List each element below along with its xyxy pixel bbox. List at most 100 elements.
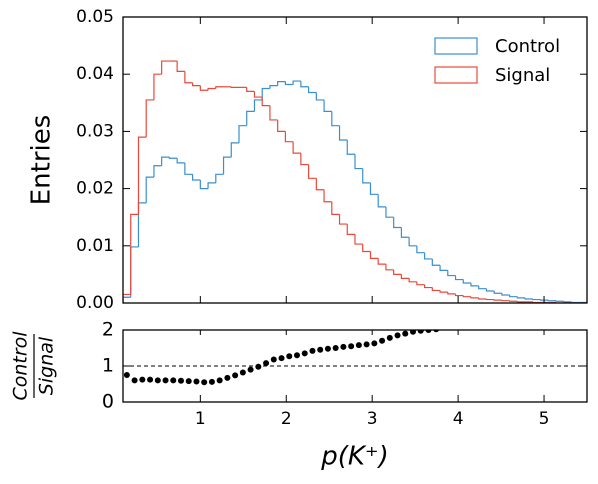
y-axis-label: Entries: [27, 115, 57, 206]
histogram-step: [192, 174, 201, 181]
histogram-step: [555, 300, 564, 302]
histogram-step: [130, 213, 139, 295]
histogram-step: [246, 110, 255, 126]
histogram-step: [207, 182, 216, 189]
histogram-step: [137, 202, 147, 247]
histogram-step: [424, 284, 433, 289]
x-tick-label: 4: [453, 409, 464, 429]
histogram-step: [454, 293, 464, 297]
ratio-point: [185, 378, 192, 385]
histogram-step: [385, 206, 394, 218]
ratio-point: [425, 330, 432, 333]
ratio-point: [247, 366, 254, 373]
x-tick-label: 1: [195, 409, 206, 429]
histogram-step: [400, 227, 410, 238]
histogram-step: [184, 71, 193, 84]
histogram-step: [338, 125, 348, 141]
plot-area: [123, 330, 587, 386]
ratio-point: [139, 376, 146, 383]
y-tick-label: 0: [102, 391, 114, 413]
y-tick-label: 0.01: [76, 236, 114, 256]
histogram-step: [563, 301, 572, 303]
histogram-step: [261, 87, 270, 100]
plot-area: [123, 60, 587, 303]
ratio-point: [379, 337, 386, 344]
histogram-step: [570, 301, 580, 303]
histogram-step: [215, 173, 224, 183]
histogram-step: [199, 85, 209, 91]
axes-frame: [122, 16, 588, 304]
ratio-point: [162, 377, 169, 384]
ratio-point: [178, 377, 184, 384]
histogram-step: [192, 82, 201, 87]
x-tick-label: 3: [367, 409, 378, 429]
histogram-step: [123, 296, 131, 303]
ratio-denominator: Signal: [36, 336, 58, 395]
ratio-point: [278, 355, 285, 362]
histogram-step: [509, 294, 518, 298]
ratio-point: [309, 347, 316, 354]
ratio-point: [170, 377, 177, 384]
histogram-step: [308, 86, 317, 94]
histogram-step: [123, 293, 131, 303]
histogram-step: [478, 285, 487, 290]
histogram-step: [524, 297, 533, 300]
axes-frame: [122, 329, 588, 403]
ratio-point: [417, 330, 424, 334]
histogram-step: [292, 80, 301, 85]
histogram-step: [447, 270, 456, 277]
ratio-point: [270, 356, 277, 363]
histogram-step: [431, 258, 441, 266]
histogram-step: [447, 292, 456, 295]
histogram-step: [130, 246, 139, 298]
ratio-point: [294, 352, 300, 359]
histogram-step: [269, 105, 278, 121]
histogram-step: [153, 73, 162, 100]
histogram-step: [354, 234, 363, 245]
legend-swatch: [434, 66, 478, 84]
histogram-step: [416, 281, 425, 286]
y-tick-label: 0.02: [76, 179, 114, 199]
histogram-step: [462, 279, 471, 284]
histogram-step: [230, 86, 239, 88]
ratio-point: [216, 377, 223, 384]
ratio-point: [355, 342, 362, 349]
histogram-step: [253, 99, 263, 112]
histogram-step: [253, 91, 263, 98]
histogram-step: [277, 81, 286, 86]
ratio-point: [208, 378, 215, 385]
ratio-point: [324, 345, 331, 352]
histogram-step: [238, 125, 247, 143]
ratio-point: [263, 360, 270, 367]
histogram-step: [308, 164, 317, 179]
histogram-step: [176, 158, 185, 164]
histogram-step: [277, 119, 286, 132]
histogram-step: [184, 162, 193, 175]
ratio-point: [193, 378, 200, 385]
legend-label: Control: [495, 36, 560, 57]
histogram-step: [439, 290, 448, 293]
ratio-numerator: Control: [10, 331, 32, 401]
histogram-step: [501, 300, 510, 302]
histogram-step: [315, 178, 325, 191]
histogram-step: [516, 296, 526, 299]
histogram-step: [393, 217, 402, 229]
ratio-point: [348, 343, 355, 350]
ratio-point: [394, 332, 401, 339]
histogram-step: [485, 298, 495, 301]
histogram-step: [416, 245, 425, 254]
histogram-step: [493, 290, 502, 294]
ratio-point: [332, 345, 339, 351]
histogram-step: [408, 237, 417, 247]
histogram-step: [215, 86, 224, 89]
histogram-step: [462, 295, 471, 298]
ratio-point: [255, 363, 262, 370]
histogram-step: [153, 165, 162, 178]
histogram-step: [408, 278, 417, 283]
histogram-step: [346, 224, 355, 235]
histogram-step: [540, 299, 549, 301]
histogram-step: [547, 300, 557, 302]
ratio-point: [131, 377, 138, 384]
legend-swatch: [434, 37, 478, 55]
